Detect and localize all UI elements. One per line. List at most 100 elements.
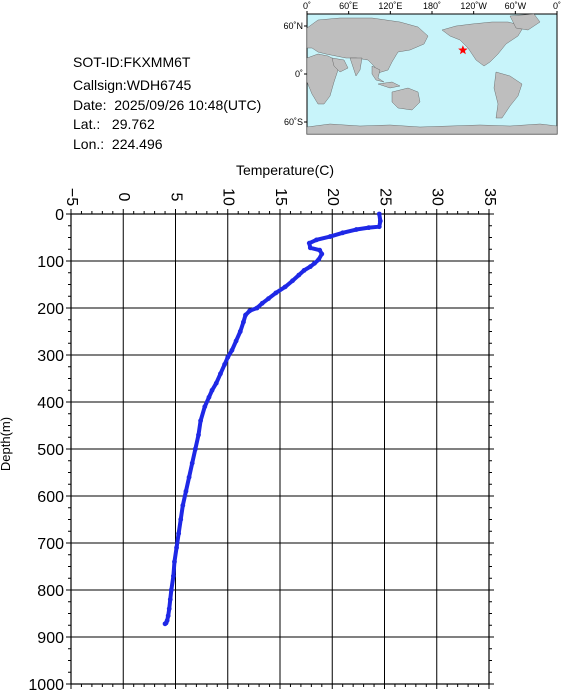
data-point [176,531,182,536]
data-point [353,227,359,232]
data-point [254,305,260,311]
y-tick-label: 100 [37,254,64,271]
land-africa [306,53,339,105]
y-tick-label: 0 [55,207,64,224]
land-australia [391,87,421,111]
land-south-america [493,71,523,119]
data-point [167,597,173,602]
data-point [196,432,201,438]
data-point [222,362,228,367]
chart-grid [70,213,490,685]
x-tick-label: 5 [167,193,184,202]
x-tick-label: −5 [63,188,80,206]
callsign-label: Callsign:WDH6745 [73,77,192,93]
map-top-tick-label: 60˚W [505,1,527,11]
location-marker [458,45,468,55]
map-top-tick-label: 180˚ [423,1,441,11]
land-north-america [441,21,525,67]
data-point [174,545,179,551]
location-star [458,45,468,55]
data-point [180,503,186,508]
data-point [306,240,312,246]
data-point [168,587,174,593]
temperature-profile-line [163,212,383,626]
x-tick-label: 0 [115,193,132,202]
data-point [314,237,319,243]
y-tick-label: 1000 [28,677,64,690]
y-tick-label: 900 [37,630,64,647]
y-tick-label: 500 [37,442,64,459]
data-point [273,290,279,296]
x-tick-label: 20 [324,188,341,206]
data-point [377,218,383,224]
data-point [282,284,288,290]
data-point [290,278,295,284]
x-tick-label: 35 [481,188,498,206]
map-top-ticks: 0˚ 60˚E 120˚E 180˚ 120˚W 60˚W 0˚ [303,1,561,14]
data-point [266,296,271,301]
data-point [225,354,231,360]
data-point [340,230,346,236]
land-europe-asia [306,17,429,74]
world-map: 0˚ 60˚E 120˚E 180˚ 120˚W 60˚W 0˚ 60˚N0˚60˚S [283,1,561,135]
data-point [376,211,382,217]
map-land [306,13,558,135]
x-axis-label: Temperature(C) [236,162,334,178]
data-point [237,329,243,334]
map-top-tick-label: 0˚ [303,1,311,11]
data-point [206,394,212,400]
data-point [296,272,302,278]
temperature-profile-series [162,211,383,627]
data-point [172,559,177,565]
data-point [198,418,203,424]
y-tick-label: 400 [37,395,64,412]
y-tick-label: 800 [37,583,64,600]
data-point [259,300,265,306]
data-point [307,264,313,270]
data-point [165,613,171,619]
land-india [349,57,363,77]
data-point [183,488,189,494]
data-point [312,260,317,266]
y-tick-label: 300 [37,348,64,365]
data-point [162,621,168,627]
data-point [171,573,176,579]
data-point [166,606,172,612]
y-tick-label: 700 [37,536,64,553]
data-point [366,225,372,231]
y-tick-label: 600 [37,489,64,506]
map-left-tick-label: 60˚S [284,117,303,127]
data-point [319,251,325,257]
data-point [229,347,235,353]
data-point [209,387,215,393]
map-top-tick-label: 120˚E [378,1,402,11]
data-point [213,380,219,386]
y-axis-ticks: 0 100 200 300 400 500 600 700 800 900 1000 [28,207,494,690]
x-axis-ticks: −5 0 5 10 15 20 25 30 35 [63,188,498,689]
data-point [189,460,195,466]
data-point [233,338,239,344]
data-point [316,257,322,262]
data-point [307,245,313,251]
lon-label: Lon.: 224.496 [73,136,163,152]
land-antarctica [306,123,558,135]
map-left-tick-label: 0˚ [295,69,303,79]
map-left-tick-label: 60˚N [283,21,303,31]
map-top-tick-label: 60˚E [339,1,358,11]
y-tick-label: 200 [37,301,64,318]
sot-id-label: SOT-ID:FKXMM6T [73,54,191,70]
x-tick-label: 30 [429,188,446,206]
y-axis-label: Depth(m) [0,417,13,471]
lat-label: Lat.: 29.762 [73,116,155,132]
data-point [327,234,333,239]
data-point [202,404,208,410]
data-point [241,319,246,325]
data-point [301,268,307,273]
data-point [218,371,223,377]
data-point [192,446,198,452]
land-indonesia [377,81,401,89]
x-tick-label: 10 [220,188,237,206]
date-label: Date: 2025/09/26 10:48(UTC) [73,97,262,113]
data-point [317,247,323,253]
